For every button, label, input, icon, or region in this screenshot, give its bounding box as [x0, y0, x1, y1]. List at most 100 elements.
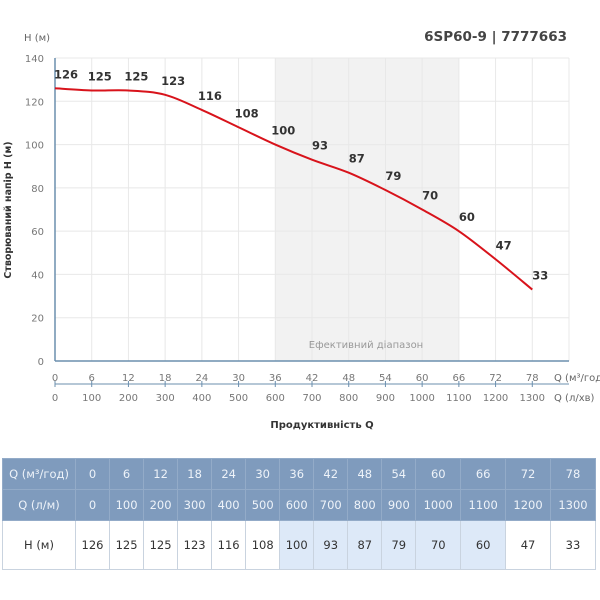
x-tick-label: 78 [526, 373, 539, 384]
x-tick-label: 18 [159, 373, 172, 384]
x-tick-label: 60 [416, 373, 429, 384]
table-cell: 30 [245, 458, 281, 490]
table-cell: 0 [74, 458, 111, 490]
table-cell: 125 [109, 520, 145, 570]
table-cell: 400 [211, 489, 247, 521]
x2-tick-label: 700 [302, 393, 321, 404]
table-cell: 700 [313, 489, 349, 521]
y-tick-label: 120 [25, 97, 44, 108]
row-label: H (м) [2, 520, 76, 570]
x2-tick-label: 600 [266, 393, 285, 404]
table-cell: 0 [74, 489, 111, 521]
x2-tick-label: 1300 [520, 393, 545, 404]
table-cell: 6 [109, 458, 145, 490]
y-unit-label: H (м) [24, 33, 50, 44]
head-curve-line [54, 87, 533, 291]
table-cell: 600 [279, 489, 315, 521]
table-cell: 12 [143, 458, 179, 490]
table-cell: 126 [74, 520, 111, 570]
x2-tick-label: 400 [192, 393, 211, 404]
x2-tick-label: 900 [376, 393, 395, 404]
x-tick-label: 48 [342, 373, 355, 384]
x-tick-label: 0 [52, 373, 58, 384]
efficient-range-band [275, 58, 459, 361]
pump-curve-chart: 0204060801001201400061001220018300244003… [3, 29, 600, 431]
table-cell: 54 [381, 458, 417, 490]
table-cell: 42 [313, 458, 349, 490]
table-cell: 87 [347, 520, 383, 570]
table-cell: 108 [245, 520, 281, 570]
x-axis-label: Продуктивність Q [270, 420, 373, 431]
y-tick-label: 80 [31, 184, 44, 195]
data-label: 126 [54, 67, 78, 81]
y-tick-label: 20 [31, 314, 44, 325]
table-cell: 1100 [460, 489, 507, 521]
table-cell: 1000 [415, 489, 462, 521]
x-tick-label: 24 [195, 373, 208, 384]
data-label: 100 [271, 124, 295, 138]
table-cell: 900 [381, 489, 417, 521]
data-label: 123 [161, 74, 185, 88]
row-label: Q (м³/год) [2, 458, 76, 490]
x2-tick-label: 800 [339, 393, 358, 404]
table-cell: 47 [505, 520, 551, 570]
data-label: 60 [459, 210, 475, 224]
table-cell: 48 [347, 458, 383, 490]
x-tick-label: 72 [489, 373, 502, 384]
y-tick-label: 100 [25, 141, 44, 152]
x2-tick-label: 200 [119, 393, 138, 404]
x-tick-label: 54 [379, 373, 392, 384]
table-cell: 500 [245, 489, 281, 521]
row-label: Q (л/м) [2, 489, 76, 521]
table-cell: 200 [143, 489, 179, 521]
table-cell: 78 [549, 458, 597, 490]
table-cell: 800 [347, 489, 383, 521]
table-cell: 1200 [505, 489, 551, 521]
table-cell: 24 [211, 458, 247, 490]
y-tick-label: 140 [25, 54, 44, 65]
data-label: 79 [385, 169, 401, 183]
table-cell: 60 [460, 520, 507, 570]
chart-title: 6SP60-9 | 7777663 [424, 29, 567, 45]
x-unit-label: Q (м³/год) [554, 373, 600, 384]
x-tick-label: 12 [122, 373, 135, 384]
data-label: 87 [349, 152, 365, 166]
data-label: 47 [496, 238, 512, 252]
y-axis-label: Створюваний напір H (м) [3, 141, 14, 278]
x-tick-label: 30 [232, 373, 245, 384]
x2-tick-label: 0 [52, 393, 58, 404]
data-label: 125 [88, 69, 112, 83]
table-cell: 123 [177, 520, 213, 570]
efficient-range-label: Ефективний діапазон [309, 339, 423, 351]
data-label: 108 [235, 106, 259, 120]
performance-table: Q (м³/год) 0 6 12 18 24 30 36 42 48 54 60 66 72 78 Q (… [2, 458, 597, 570]
table-cell: 300 [177, 489, 213, 521]
x2-tick-label: 1100 [446, 393, 471, 404]
table-cell: 66 [460, 458, 507, 490]
x-tick-label: 42 [306, 373, 319, 384]
data-label: 93 [312, 139, 328, 153]
x2-tick-label: 500 [229, 393, 248, 404]
x-tick-label: 66 [452, 373, 465, 384]
table-cell: 72 [505, 458, 551, 490]
table-cell: 116 [211, 520, 247, 570]
table-cell: 79 [381, 520, 417, 570]
x2-tick-label: 1000 [409, 393, 434, 404]
table-cell: 36 [279, 458, 315, 490]
table-cell: 60 [415, 458, 462, 490]
data-label: 116 [198, 89, 222, 103]
table-cell: 1300 [549, 489, 597, 521]
table-cell: 70 [415, 520, 462, 570]
table-cell: 33 [549, 520, 597, 570]
x2-tick-label: 1200 [483, 393, 508, 404]
table-cell: 100 [109, 489, 145, 521]
x2-tick-label: 300 [156, 393, 175, 404]
x-tick-label: 36 [269, 373, 282, 384]
x2-unit-label: Q (л/хв) [554, 393, 595, 404]
table-cell: 125 [143, 520, 179, 570]
data-label: 70 [422, 189, 438, 203]
data-label: 125 [124, 69, 148, 83]
table-cell: 100 [279, 520, 315, 570]
y-tick-label: 0 [38, 357, 44, 368]
y-tick-label: 60 [31, 227, 44, 238]
